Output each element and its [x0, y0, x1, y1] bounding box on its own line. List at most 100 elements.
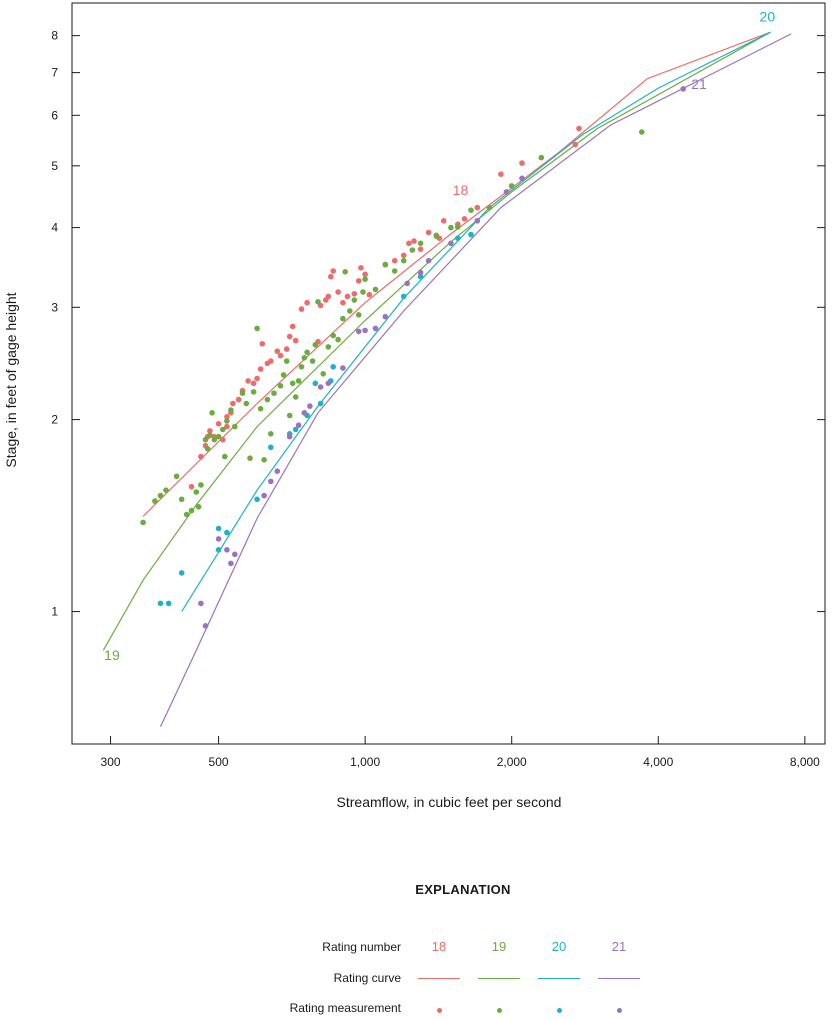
measurement-point-20 — [317, 400, 324, 407]
measurement-point-20 — [254, 496, 260, 503]
measurement-point-18 — [519, 160, 525, 166]
measurement-point-18 — [330, 268, 337, 274]
measurement-point-19 — [207, 432, 213, 439]
x-tick-label: 8,000 — [790, 755, 820, 769]
measurement-point-19 — [362, 276, 368, 283]
measurement-point-19 — [312, 342, 319, 348]
measurement-point-19 — [315, 299, 321, 305]
measurement-point-21 — [404, 280, 411, 287]
measurement-point-19 — [508, 183, 515, 189]
measurement-point-20 — [312, 380, 319, 387]
measurement-point-19 — [224, 418, 230, 424]
x-axis-title: Streamflow, in cubic feet per second — [337, 794, 562, 810]
legend-number-21: 21 — [611, 939, 627, 954]
y-tick-label: 8 — [51, 29, 58, 43]
legend-curve-swatch-19 — [478, 978, 520, 979]
measurement-point-21 — [325, 380, 332, 387]
measurement-point-18 — [325, 293, 332, 300]
measurement-point-19 — [335, 336, 341, 343]
y-tick-label: 6 — [51, 108, 58, 122]
rating-curve-18 — [142, 31, 771, 517]
measurement-point-18 — [362, 271, 368, 278]
measurement-point-19 — [243, 400, 250, 407]
measurement-point-18 — [198, 453, 204, 460]
measurement-point-18 — [417, 246, 424, 252]
measurement-point-19 — [292, 394, 299, 400]
measurement-point-18 — [220, 436, 226, 443]
measurement-point-21 — [474, 218, 481, 224]
curve-label-21: 21 — [691, 76, 707, 92]
measurement-point-19 — [360, 289, 366, 295]
measurement-point-19 — [320, 371, 327, 377]
measurement-point-21 — [232, 551, 238, 558]
measurement-point-18 — [498, 171, 504, 177]
y-axis-title-group: Stage, in feet of gage height — [3, 292, 19, 467]
measurement-point-19 — [382, 261, 389, 268]
measurement-point-19 — [220, 426, 226, 433]
legend-point-swatch-18 — [437, 1008, 442, 1013]
plot-area-frame — [71, 2, 826, 745]
measurement-point-18 — [572, 141, 578, 148]
measurement-point-19 — [455, 224, 461, 230]
measurement-point-18 — [474, 204, 481, 211]
measurement-point-18 — [245, 378, 251, 384]
rating-curves — [102, 31, 792, 727]
measurement-point-18 — [207, 428, 213, 434]
x-tick-label: 300 — [101, 755, 121, 769]
measurement-point-19 — [264, 396, 271, 403]
measurement-point-19 — [257, 405, 264, 412]
measurement-point-18 — [188, 483, 195, 490]
measurement-point-19 — [254, 325, 260, 332]
x-tick-label: 500 — [209, 755, 229, 769]
measurement-point-19 — [283, 358, 290, 364]
measurement-point-21 — [261, 492, 267, 499]
measurement-point-18 — [366, 291, 373, 298]
measurement-point-21 — [274, 468, 281, 475]
legend-point-swatch-20 — [557, 1008, 562, 1013]
measurement-point-19 — [417, 240, 424, 247]
measurement-point-18 — [328, 273, 334, 280]
legend-label-rating-number: Rating number — [322, 940, 401, 954]
curve-label-19: 19 — [104, 647, 120, 663]
measurement-point-19 — [400, 257, 407, 264]
measurement-point-21 — [519, 175, 525, 182]
rating-curve-19 — [102, 31, 771, 651]
measurement-point-18 — [351, 291, 358, 297]
legend-label-rating-measurement: Rating measurement — [289, 1001, 401, 1015]
measurement-point-19 — [391, 268, 398, 274]
measurement-point-19 — [304, 349, 310, 356]
measurement-point-20 — [215, 525, 222, 532]
measurement-point-20 — [468, 231, 474, 238]
measurement-point-19 — [298, 364, 305, 370]
measurement-point-21 — [448, 240, 454, 247]
measurement-point-19 — [433, 233, 440, 239]
measurement-point-21 — [362, 327, 368, 334]
measurement-point-18 — [250, 380, 257, 387]
measurement-point-21 — [286, 433, 293, 440]
x-tick-label: 2,000 — [497, 755, 527, 769]
measurement-point-19 — [355, 312, 362, 318]
measurement-point-18 — [259, 341, 266, 347]
measurement-point-18 — [440, 218, 447, 224]
measurement-point-19 — [261, 457, 267, 463]
measurement-point-19 — [247, 455, 253, 462]
measurement-point-19 — [152, 498, 158, 504]
measurement-point-18 — [340, 299, 346, 306]
rating-curve-20 — [181, 31, 771, 612]
measurement-point-19 — [157, 492, 164, 499]
measurement-point-19 — [468, 207, 474, 213]
measurement-point-21 — [417, 269, 424, 276]
measurement-point-19 — [198, 482, 204, 488]
measurement-point-19 — [193, 489, 200, 495]
measurement-point-21 — [355, 328, 362, 335]
rating-curve-chart: Stage, in feet of gage height Streamflow… — [3, 2, 826, 810]
measurement-point-19 — [202, 436, 209, 443]
measurement-point-19 — [222, 453, 228, 460]
measurement-point-18 — [461, 216, 468, 222]
measurement-point-20 — [215, 547, 222, 553]
axis-ticks: 300 500 1,000 2,000 4,000 8,000 1 2 3 4 5 6 7 8 — [51, 29, 825, 769]
measurement-point-18 — [355, 278, 362, 284]
measurement-point-19 — [538, 154, 545, 161]
measurement-point-21 — [228, 560, 234, 567]
measurement-point-18 — [268, 358, 274, 364]
